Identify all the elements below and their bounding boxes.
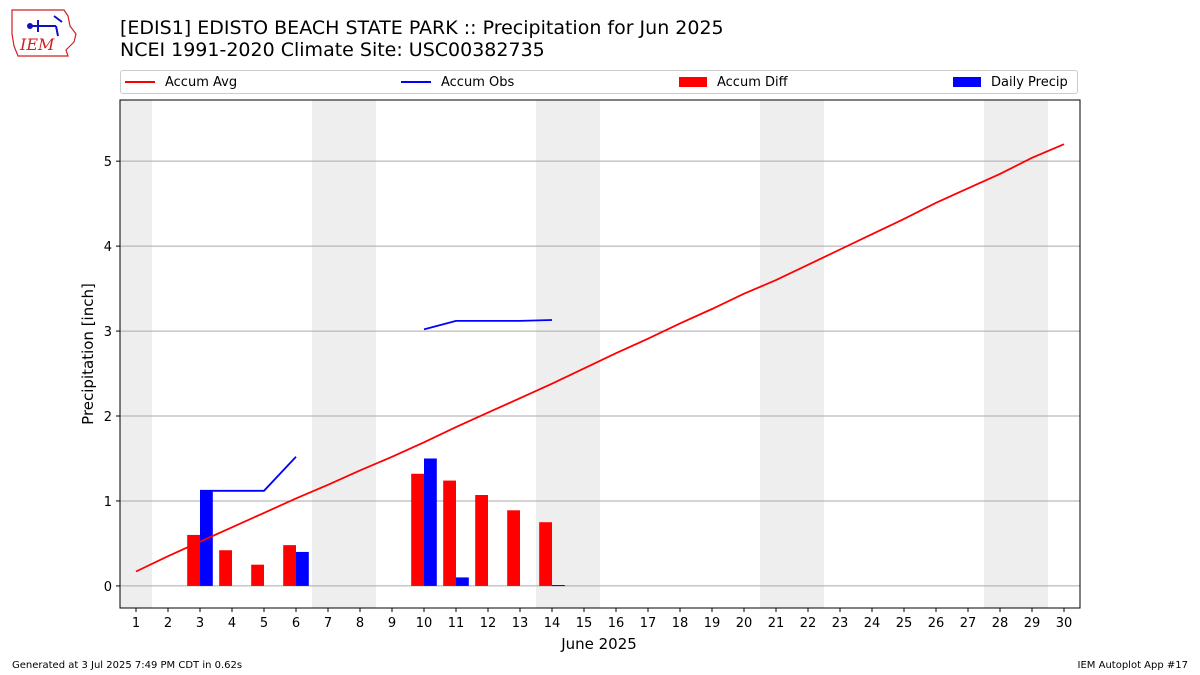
bar-marks xyxy=(187,458,565,587)
bar-accum-diff xyxy=(475,495,488,586)
x-tick-label: 20 xyxy=(736,616,753,631)
logo-text: IEM xyxy=(19,35,55,54)
axes: 1 2 3 4 5 6 7 8 9 10 11 12 13 14 15 16 17 18 19 20 21 22 23 24 2… xyxy=(104,99,1081,631)
legend-item-accum-avg: Accum Avg xyxy=(125,71,237,93)
y-tick-label: 5 xyxy=(104,155,112,170)
weekend-band xyxy=(312,100,344,608)
weekend-band xyxy=(120,100,152,608)
bar-daily-precip xyxy=(552,585,565,587)
y-tick-label: 3 xyxy=(104,325,112,340)
bar-accum-diff xyxy=(219,550,232,586)
bar-daily-precip xyxy=(456,577,469,586)
legend-swatch-daily-precip xyxy=(953,77,981,87)
chart-title: [EDIS1] EDISTO BEACH STATE PARK :: Preci… xyxy=(120,17,724,39)
y-tick-label: 0 xyxy=(104,580,112,595)
weekend-band xyxy=(1016,100,1048,608)
legend-swatch-accum-avg xyxy=(125,81,155,83)
bar-daily-precip xyxy=(200,490,213,586)
weekend-band xyxy=(568,100,600,608)
y-tick-label: 4 xyxy=(104,240,112,255)
logo-weather-station xyxy=(30,15,63,37)
x-tick-label: 8 xyxy=(356,616,364,631)
x-tick-label: 18 xyxy=(672,616,689,631)
legend-label-accum-obs: Accum Obs xyxy=(441,74,515,90)
x-tick-label: 13 xyxy=(512,616,529,631)
plot-frame xyxy=(119,99,1081,609)
x-tick-label: 3 xyxy=(196,616,204,631)
bar-accum-diff xyxy=(251,564,264,586)
legend-label-accum-diff: Accum Diff xyxy=(717,74,788,90)
legend-swatch-accum-diff xyxy=(679,77,707,87)
bar-accum-diff xyxy=(507,510,520,586)
line-accum-obs xyxy=(423,319,553,331)
legend-label-accum-avg: Accum Avg xyxy=(165,74,238,90)
legend-label-daily-precip: Daily Precip xyxy=(991,74,1068,90)
x-tick-label: 28 xyxy=(992,616,1009,631)
legend-item-accum-diff: Accum Diff xyxy=(679,71,788,93)
bar-accum-diff xyxy=(411,473,424,586)
x-tick-label: 10 xyxy=(416,616,433,631)
x-tick-label: 16 xyxy=(608,616,625,631)
x-tick-label: 24 xyxy=(864,616,881,631)
weekend-band xyxy=(984,100,1016,608)
x-tick-label: 2 xyxy=(164,616,172,631)
legend: Accum Avg Accum Obs Accum Diff Daily Pre… xyxy=(120,70,1078,94)
x-tick-label: 5 xyxy=(260,616,268,631)
legend-item-accum-obs: Accum Obs xyxy=(401,71,514,93)
x-tick-label: 17 xyxy=(640,616,657,631)
legend-swatch-accum-obs xyxy=(401,81,431,83)
weekend-band xyxy=(760,100,792,608)
line-accum-obs xyxy=(200,456,297,492)
grid-lines xyxy=(120,160,1080,587)
footer-generated: Generated at 3 Jul 2025 7:49 PM CDT in 0… xyxy=(12,660,243,671)
weekend-band xyxy=(344,100,376,608)
x-tick-label: 19 xyxy=(704,616,721,631)
x-tick-label: 22 xyxy=(800,616,817,631)
x-tick-label: 14 xyxy=(544,616,561,631)
weekend-band xyxy=(536,100,568,608)
x-tick-label: 12 xyxy=(480,616,497,631)
weekend-bands xyxy=(120,100,1048,608)
iem-logo: IEM xyxy=(11,9,77,57)
line-accum-avg xyxy=(135,143,1065,573)
line-marks xyxy=(135,143,1065,573)
bar-daily-precip xyxy=(296,551,309,586)
bar-accum-diff xyxy=(443,480,456,586)
bar-daily-precip xyxy=(424,458,437,586)
y-tick-label: 1 xyxy=(104,495,112,510)
x-axis-label: June 2025 xyxy=(560,635,637,653)
x-tick-label: 11 xyxy=(448,616,465,631)
x-tick-label: 4 xyxy=(228,616,236,631)
x-tick-label: 27 xyxy=(960,616,977,631)
weekend-band xyxy=(792,100,824,608)
x-tick-label: 25 xyxy=(896,616,913,631)
x-tick-label: 26 xyxy=(928,616,945,631)
bar-accum-diff xyxy=(283,545,296,586)
x-tick-label: 23 xyxy=(832,616,849,631)
x-tick-label: 1 xyxy=(132,616,140,631)
x-tick-label: 29 xyxy=(1024,616,1041,631)
bar-accum-diff xyxy=(187,534,200,586)
y-tick-label: 2 xyxy=(104,410,112,425)
x-tick-label: 9 xyxy=(388,616,396,631)
x-tick-label: 21 xyxy=(768,616,785,631)
legend-item-daily-precip: Daily Precip xyxy=(953,71,1068,93)
x-tick-label: 15 xyxy=(576,616,593,631)
chart-subtitle: NCEI 1991-2020 Climate Site: USC00382735 xyxy=(120,39,545,61)
bar-accum-diff xyxy=(539,522,552,586)
x-tick-label: 7 xyxy=(324,616,332,631)
x-tick-label: 6 xyxy=(292,616,300,631)
footer-app: IEM Autoplot App #17 xyxy=(1077,660,1188,671)
y-axis-label: Precipitation [inch] xyxy=(79,283,97,425)
x-tick-label: 30 xyxy=(1056,616,1073,631)
